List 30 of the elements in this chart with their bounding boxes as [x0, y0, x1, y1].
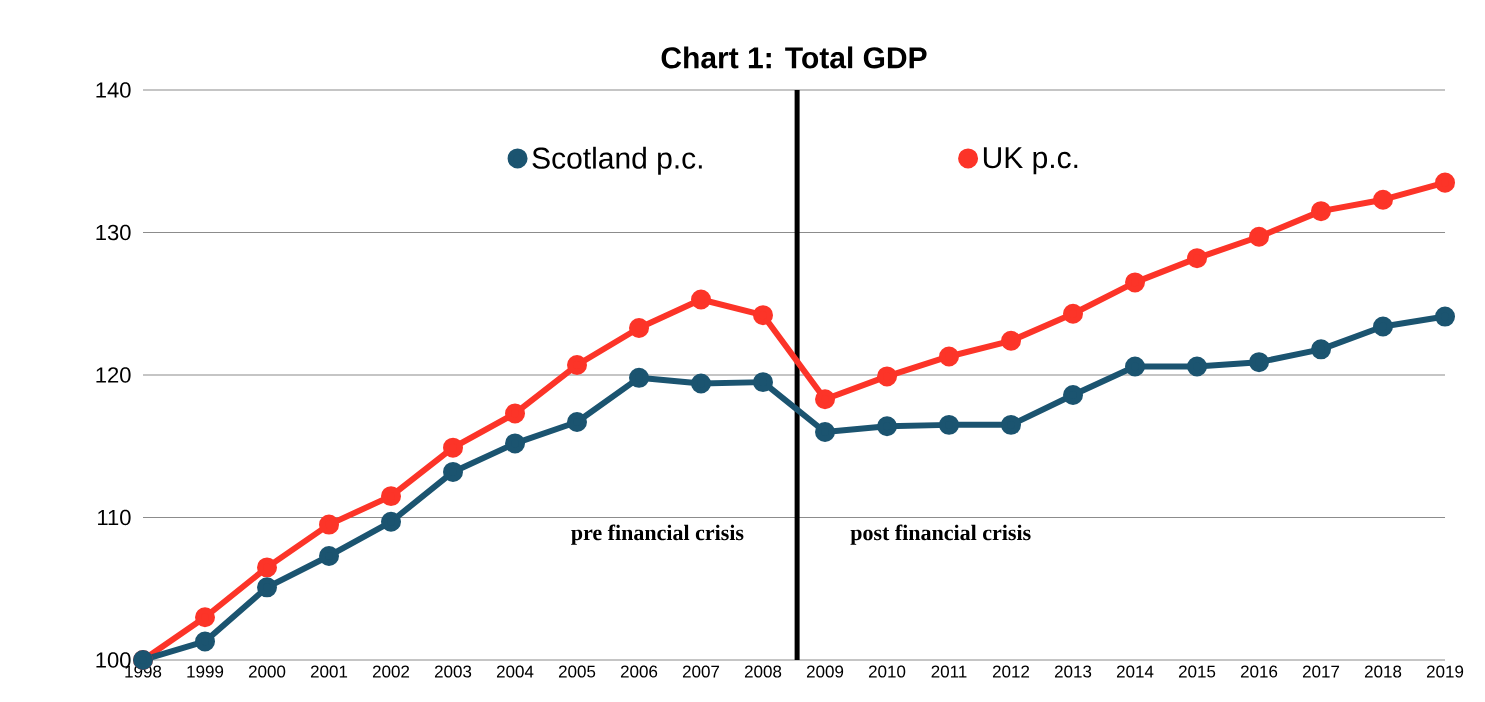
- x-tick-label: 2005: [558, 665, 596, 678]
- chart-title: Chart 1: Total GDP: [661, 46, 927, 69]
- x-tick-label: 2014: [1116, 665, 1154, 678]
- x-tick-label: 2012: [992, 665, 1030, 678]
- x-tick-label: 2010: [868, 665, 906, 678]
- x-tick-label: 2007: [682, 665, 720, 678]
- x-tick-label: 2011: [931, 665, 967, 678]
- x-tick-label: 1999: [187, 665, 224, 678]
- x-tick-label: 2019: [1426, 665, 1464, 678]
- x-tick-label: 2001: [310, 665, 348, 678]
- annotation: pre financial crisis: [571, 524, 744, 545]
- x-tick-label: 2003: [434, 665, 472, 678]
- x-tick-label: 2002: [372, 665, 410, 678]
- x-tick-label: 2017: [1302, 665, 1340, 678]
- x-tick-label: 2013: [1054, 665, 1092, 678]
- x-tick-label: 2018: [1364, 665, 1402, 678]
- x-tick-label: 2009: [806, 665, 844, 678]
- x-tick-label: 2016: [1240, 665, 1278, 678]
- y-tick-label: 140: [96, 82, 131, 98]
- y-tick-label: 130: [96, 224, 131, 241]
- x-tick-label: 2015: [1178, 665, 1216, 678]
- legend-label: Scotland p.c.: [532, 146, 702, 175]
- x-tick-label: 2006: [620, 665, 658, 678]
- annotation: post financial crisis: [850, 524, 1031, 545]
- x-tick-label: 2004: [496, 665, 534, 678]
- y-tick-label: 110: [98, 509, 131, 526]
- x-tick-label: 2000: [248, 665, 286, 678]
- x-tick-label: 2008: [744, 665, 782, 678]
- legend-label: UK p.c.: [983, 147, 1078, 175]
- y-tick-label: 120: [96, 367, 131, 383]
